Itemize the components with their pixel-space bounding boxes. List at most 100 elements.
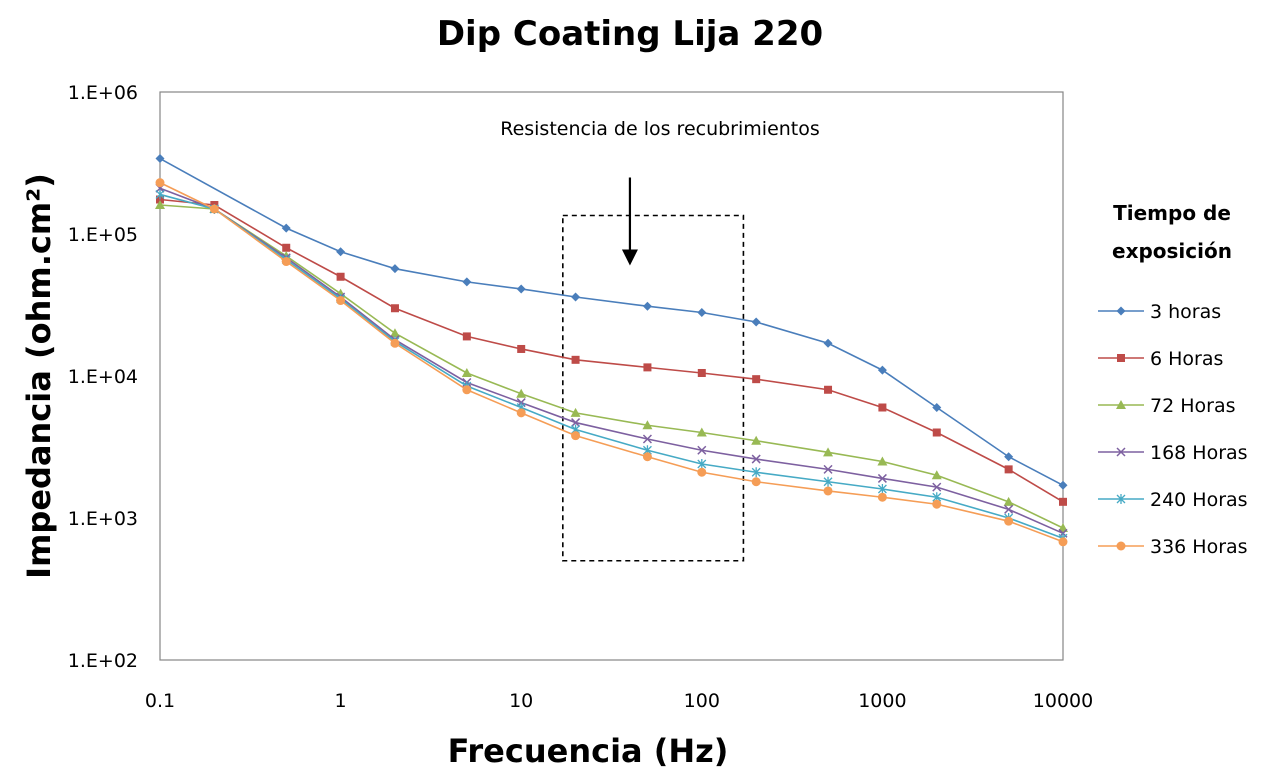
annotation-layer <box>562 177 745 562</box>
legend-marker <box>1116 400 1126 409</box>
annotation-box <box>562 214 745 562</box>
series-line <box>159 198 1064 503</box>
series-layer <box>155 154 1068 547</box>
data-point <box>390 264 400 274</box>
data-point <box>209 204 219 214</box>
data-point <box>336 247 346 257</box>
y-tick-label: 1.E+04 <box>68 366 138 388</box>
data-point <box>570 407 581 417</box>
data-point <box>877 484 887 495</box>
x-axis-title: Frecuencia (Hz) <box>448 732 729 770</box>
data-point <box>571 431 581 441</box>
legend-item: 72 Horas <box>1098 395 1235 417</box>
legend-item: 6 Horas <box>1098 348 1223 370</box>
legend-marker <box>1117 354 1125 362</box>
legend-item: 240 Horas <box>1098 489 1248 511</box>
data-point <box>1004 516 1014 526</box>
data-point <box>697 368 706 377</box>
legend-title-line2: exposición <box>1112 239 1232 263</box>
series-line <box>159 187 1064 535</box>
data-point <box>878 403 887 412</box>
data-point <box>281 257 291 267</box>
x-tick-label: 1000 <box>858 690 906 712</box>
data-point <box>932 403 942 413</box>
data-point <box>931 470 942 480</box>
annotation-arrow-head <box>621 249 638 266</box>
legend-marker <box>1116 541 1126 551</box>
legend-item: 168 Horas <box>1098 442 1248 464</box>
legend-marker <box>1116 494 1126 504</box>
data-point <box>697 308 707 318</box>
legend-marker <box>1116 306 1126 316</box>
data-point <box>389 328 400 338</box>
data-point <box>752 375 761 384</box>
data-point <box>877 473 887 483</box>
data-point <box>462 277 472 287</box>
y-tick-label: 1.E+05 <box>68 224 138 246</box>
legend-marker <box>1116 447 1126 457</box>
data-point <box>823 338 833 348</box>
axis-layer: 0.1 1 10 100 1000 10000 1.E+02 1.E+03 1.E+04 1.E+… <box>68 82 1093 712</box>
x-tick-label: 100 <box>684 690 720 712</box>
data-point <box>1003 496 1014 506</box>
data-point <box>932 482 942 492</box>
data-point <box>516 388 527 398</box>
legend-label: 72 Horas <box>1150 395 1235 417</box>
data-point <box>282 243 291 252</box>
data-point <box>1004 452 1014 462</box>
series-0 <box>155 154 1068 490</box>
data-point <box>571 292 581 302</box>
legend-label: 6 Horas <box>1150 348 1223 370</box>
legend-item: 336 Horas <box>1098 536 1248 558</box>
data-point <box>390 304 399 313</box>
data-point <box>155 200 165 210</box>
data-point <box>461 367 472 377</box>
data-point <box>696 427 707 437</box>
data-point <box>156 195 164 204</box>
data-point <box>517 344 526 353</box>
data-point <box>516 284 526 294</box>
data-point <box>642 301 652 311</box>
data-point <box>642 420 653 430</box>
data-point <box>1058 537 1068 547</box>
data-point <box>697 445 707 455</box>
x-tick-label: 0.1 <box>145 690 175 712</box>
series-line <box>159 204 1064 529</box>
data-point <box>281 223 291 233</box>
legend: 3 horas 6 Horas 72 Horas 168 Horas 240 Horas… <box>1098 301 1248 558</box>
data-point <box>932 499 942 509</box>
data-point <box>336 272 345 281</box>
data-point <box>1059 497 1067 506</box>
data-point <box>877 492 887 502</box>
data-point <box>823 486 833 496</box>
data-point <box>462 332 471 341</box>
legend-label: 168 Horas <box>1150 442 1248 464</box>
x-tick-label: 10 <box>509 690 533 712</box>
x-tick-label: 10000 <box>1033 690 1093 712</box>
y-axis-title: Impedancia (ohm.cm²) <box>20 173 58 579</box>
data-point <box>155 178 165 188</box>
data-point <box>390 338 400 348</box>
data-point <box>751 317 761 327</box>
data-point <box>1058 480 1068 490</box>
data-point <box>643 363 652 372</box>
data-point <box>932 428 941 437</box>
x-tick-label: 1 <box>335 690 347 712</box>
data-point <box>155 154 165 164</box>
series-line <box>159 181 1064 543</box>
series-5 <box>155 178 1068 547</box>
legend-title-line1: Tiempo de <box>1113 201 1231 225</box>
data-point <box>642 434 652 444</box>
data-point <box>697 459 707 470</box>
data-point <box>751 467 761 478</box>
data-point <box>751 477 761 487</box>
series-line <box>159 193 1064 540</box>
legend-label: 336 Horas <box>1150 536 1248 558</box>
y-tick-label: 1.E+06 <box>68 82 138 104</box>
plot-area <box>159 91 1064 661</box>
legend-label: 240 Horas <box>1150 489 1248 511</box>
data-point <box>571 355 580 364</box>
data-point <box>823 447 834 457</box>
legend-label: 3 horas <box>1150 301 1221 323</box>
